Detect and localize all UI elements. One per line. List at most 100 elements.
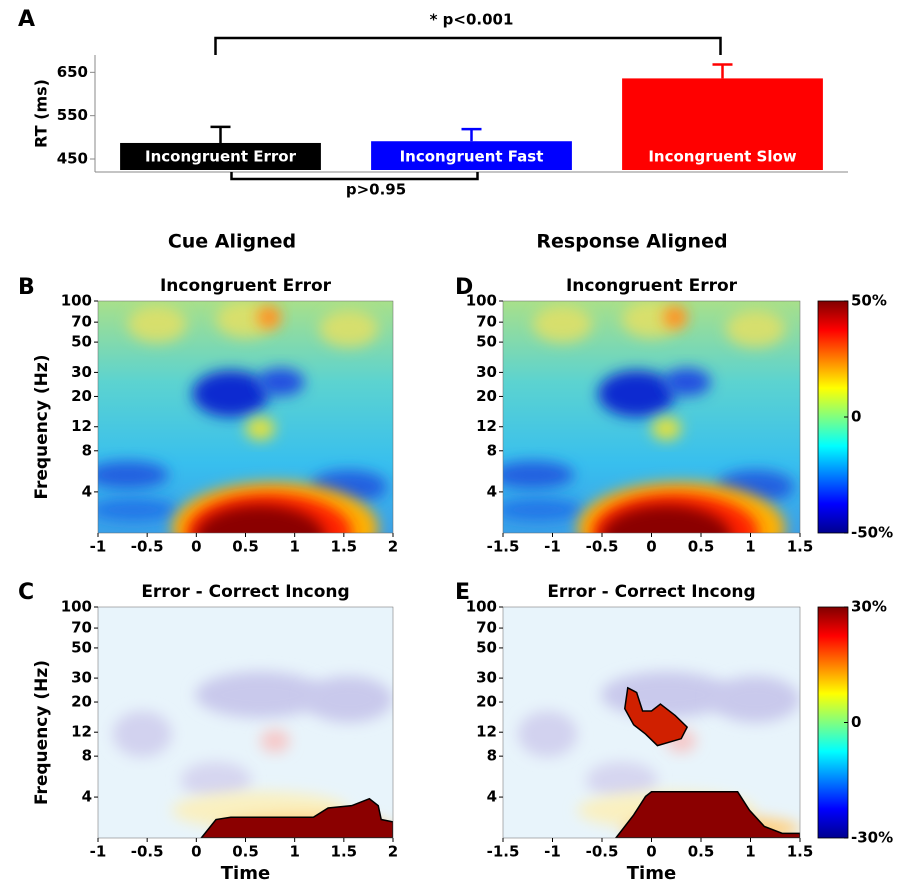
heat-blob xyxy=(196,505,325,533)
bar-label: Incongruent Slow xyxy=(648,148,796,166)
heatmap-image xyxy=(98,301,393,533)
heat-region xyxy=(623,686,689,747)
panel-letter: C xyxy=(18,580,34,605)
heat-blob xyxy=(98,498,178,522)
x-tick-label: -0.5 xyxy=(131,843,164,861)
bar-label: Incongruent Error xyxy=(145,148,297,166)
y-tick-label: 70 xyxy=(71,313,92,331)
colorbar-label: 0 xyxy=(851,713,861,731)
heat-blob xyxy=(257,368,305,397)
colorbar xyxy=(817,300,849,534)
x-tick-label: 0 xyxy=(646,843,656,861)
y-tick-label: 4 xyxy=(82,788,92,806)
column-title: Response Aligned xyxy=(536,231,727,253)
colorbar-label: 50% xyxy=(851,292,887,310)
y-tick-label: 30 xyxy=(476,669,497,687)
y-tick-label: 30 xyxy=(71,669,92,687)
x-tick-label: 0.5 xyxy=(232,843,259,861)
y-tick-label: 12 xyxy=(476,417,497,435)
x-tick-label: -0.5 xyxy=(586,843,619,861)
y-tick-label: 12 xyxy=(71,723,92,741)
bar xyxy=(622,78,823,170)
y-tick-label: 8 xyxy=(487,441,497,459)
heat-region xyxy=(614,791,800,838)
panel-title: Error - Correct Incong xyxy=(547,582,755,602)
x-tick-label: 1 xyxy=(745,843,755,861)
y-tick-label: 30 xyxy=(476,363,497,381)
x-tick-label: 1.5 xyxy=(331,538,358,556)
colorbar xyxy=(817,606,849,839)
heat-blob xyxy=(245,417,275,441)
x-tick-label: -1.5 xyxy=(487,843,520,861)
x-tick-label: 0 xyxy=(191,538,201,556)
heat-blob xyxy=(598,370,676,417)
colorbar-label: -30% xyxy=(851,829,893,847)
colorbar-label: 30% xyxy=(851,598,887,616)
heat-blob xyxy=(725,310,786,348)
y-tick-label: 20 xyxy=(71,693,92,711)
y-tick-label: 70 xyxy=(476,313,497,331)
panel-title: Error - Correct Incong xyxy=(141,582,349,602)
y-tick-label: 450 xyxy=(57,150,88,168)
heat-blob xyxy=(651,417,682,441)
heatmap-image xyxy=(98,607,393,838)
y-tick-label: 12 xyxy=(476,723,497,741)
x-axis-label: Time xyxy=(221,863,270,884)
panel-letter: E xyxy=(455,580,470,605)
panel-title: Incongruent Error xyxy=(160,276,332,296)
y-tick-label: 8 xyxy=(487,747,497,765)
x-tick-label: 0 xyxy=(191,843,201,861)
x-tick-label: 2 xyxy=(388,843,398,861)
error-bar xyxy=(461,127,482,142)
y-tick-label: 650 xyxy=(57,63,88,81)
y-tick-label: 70 xyxy=(71,619,92,637)
colorbar-label: -50% xyxy=(851,524,893,542)
y-tick-label: 50 xyxy=(476,638,497,656)
significance-bracket xyxy=(230,172,479,181)
heatmap-image xyxy=(503,301,800,533)
x-tick-label: 0.5 xyxy=(232,538,259,556)
heat-blob xyxy=(260,729,290,753)
x-tick-label: -1 xyxy=(544,843,561,861)
significance-label: p>0.95 xyxy=(346,181,406,199)
panel-letter: A xyxy=(18,7,35,32)
x-tick-label: 1 xyxy=(289,538,299,556)
x-tick-label: 2 xyxy=(388,538,398,556)
x-tick-label: 1.5 xyxy=(331,843,358,861)
y-tick-label: 100 xyxy=(61,292,92,310)
heat-blob xyxy=(601,505,732,533)
heat-blob xyxy=(663,305,688,329)
y-tick-label: 4 xyxy=(487,482,497,500)
heat-region xyxy=(200,797,393,838)
y-tick-label: 50 xyxy=(71,638,92,656)
heat-blob xyxy=(192,370,270,417)
y-tick-label: 8 xyxy=(82,441,92,459)
y-tick-label: 20 xyxy=(476,693,497,711)
x-tick-label: 1.5 xyxy=(787,843,814,861)
y-tick-label: 100 xyxy=(466,598,497,616)
error-bar xyxy=(712,63,733,79)
x-tick-label: 1 xyxy=(745,538,755,556)
heat-blob xyxy=(710,676,800,723)
heat-blob xyxy=(503,461,575,489)
y-axis-label: Frequency (Hz) xyxy=(32,354,52,499)
column-title: Cue Aligned xyxy=(168,231,296,253)
y-tick-label: 550 xyxy=(57,106,88,124)
heat-blob xyxy=(112,710,172,758)
y-tick-label: 30 xyxy=(71,363,92,381)
x-tick-label: -1 xyxy=(544,538,561,556)
heat-blob xyxy=(503,498,584,522)
y-axis-label: RT (ms) xyxy=(32,79,51,148)
y-tick-label: 8 xyxy=(82,747,92,765)
x-tick-label: 0.5 xyxy=(688,843,715,861)
heat-blob xyxy=(319,310,379,348)
y-tick-label: 50 xyxy=(476,333,497,351)
heat-blob xyxy=(195,671,326,718)
heat-blob xyxy=(98,461,169,489)
x-tick-label: -1.5 xyxy=(487,538,520,556)
y-tick-label: 100 xyxy=(466,292,497,310)
x-axis-label: Time xyxy=(627,863,676,884)
x-tick-label: 1.5 xyxy=(787,538,814,556)
bar xyxy=(120,142,321,170)
